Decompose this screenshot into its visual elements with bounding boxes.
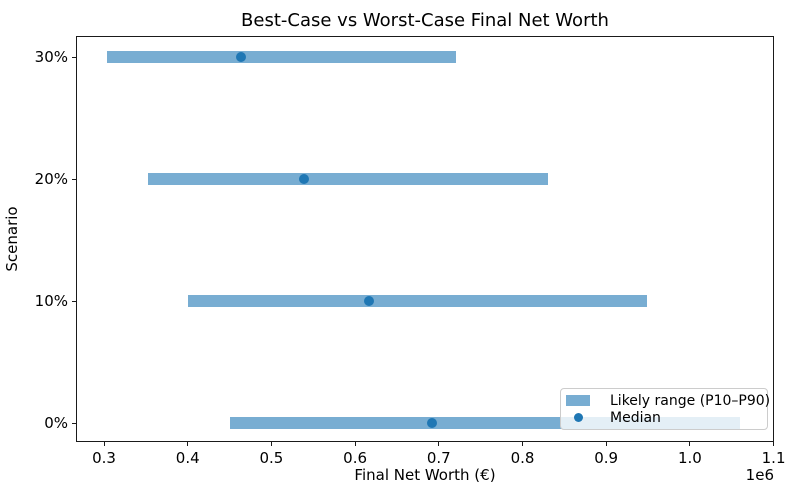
- y-tick-label: 10%: [34, 292, 68, 310]
- legend-range-swatch-box: [566, 395, 590, 406]
- median-dot: [427, 418, 438, 428]
- legend-item-median: Median: [566, 409, 761, 426]
- x-tick-mark: [605, 442, 607, 446]
- legend-median-label: Median: [610, 409, 661, 426]
- x-axis-offset-label: 1e6: [745, 466, 774, 484]
- x-tick-label: 1.0: [677, 449, 702, 467]
- x-tick-mark: [522, 442, 523, 446]
- legend-range-label: Likely range (P10–P90): [610, 392, 771, 409]
- x-tick-mark: [438, 442, 440, 446]
- x-tick-label: 0.9: [594, 449, 619, 467]
- plot-area: [76, 36, 774, 442]
- x-tick-mark: [270, 442, 272, 446]
- x-tick-label: 0.3: [92, 449, 116, 467]
- range-bar: [107, 51, 457, 63]
- range-bar: [187, 295, 648, 307]
- x-tick-mark: [354, 442, 356, 446]
- median-dot-swatch-icon: [573, 413, 583, 422]
- y-tick-label: 20%: [34, 170, 68, 188]
- x-tick-label: 0.4: [175, 449, 200, 467]
- x-tick-mark: [103, 442, 105, 446]
- legend: Likely range (P10–P90) Median: [560, 388, 770, 430]
- median-dot: [364, 296, 375, 306]
- y-axis-label: Scenario: [3, 206, 21, 272]
- range-bar: [147, 173, 549, 185]
- x-tick-label: 1.1: [761, 449, 786, 467]
- x-axis-label: Final Net Worth (€): [354, 466, 496, 484]
- x-tick-label: 0.8: [510, 449, 535, 467]
- y-tick-mark: [72, 422, 76, 424]
- x-tick-label: 0.6: [343, 449, 368, 467]
- median-dot: [236, 52, 247, 62]
- x-tick-mark: [689, 442, 691, 446]
- y-tick-mark: [72, 178, 76, 180]
- x-tick-mark: [773, 442, 775, 446]
- y-tick-label: 30%: [34, 48, 68, 66]
- median-dot: [299, 174, 310, 184]
- legend-median-swatch-box: [566, 413, 590, 422]
- chart-title: Best-Case vs Worst-Case Final Net Worth: [241, 10, 609, 31]
- legend-item-range: Likely range (P10–P90): [566, 392, 770, 409]
- x-tick-label: 0.7: [426, 449, 451, 467]
- y-tick-label: 0%: [44, 414, 68, 432]
- range-bar-swatch-icon: [566, 395, 590, 406]
- x-tick-label: 0.5: [259, 449, 284, 467]
- y-tick-mark: [72, 300, 76, 302]
- x-tick-mark: [187, 442, 189, 446]
- y-tick-mark: [72, 56, 76, 58]
